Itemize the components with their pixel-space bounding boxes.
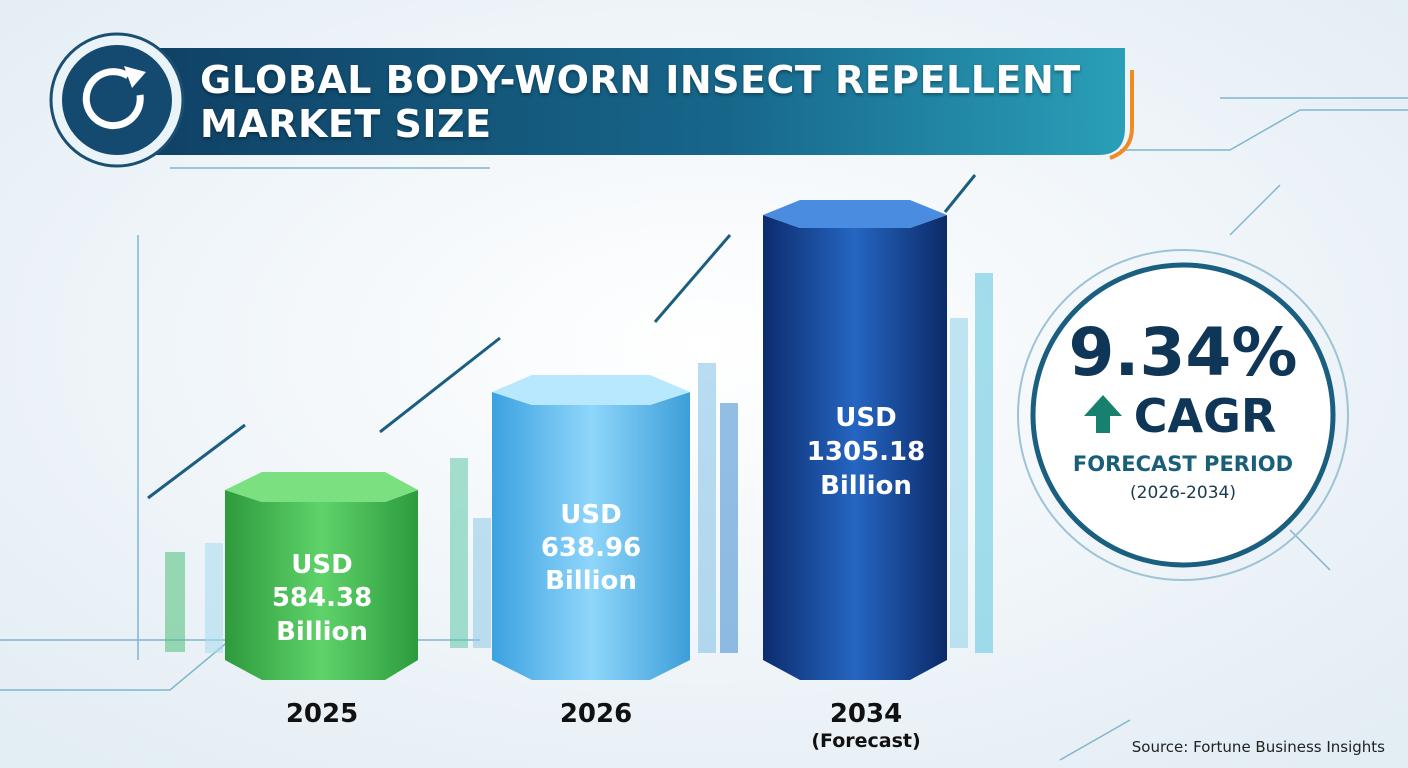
decor-columns: [165, 273, 993, 653]
bar-unit: Billion: [820, 471, 912, 501]
trend-arrows: [147, 174, 977, 500]
bar-2026: [492, 375, 690, 680]
year-note: (Forecast): [811, 730, 920, 752]
bar-labels: USD 584.38 Billion USD 638.96 Billion US…: [272, 403, 925, 647]
bar-2034: [763, 200, 947, 680]
cagr-circle: [1030, 262, 1336, 568]
cagr-outer-ring: [1017, 249, 1349, 581]
bar-value: 638.96: [541, 533, 641, 563]
bar-unit: Billion: [276, 617, 368, 647]
source: Source: Fortune Business Insights: [1132, 738, 1385, 756]
banner-accent: [1109, 70, 1134, 160]
bar-value: 1305.18: [807, 437, 925, 467]
year-label: 2034: [830, 699, 902, 729]
refresh-arrowhead: [124, 66, 146, 88]
year-labels: 2025 2026 2034 (Forecast): [286, 699, 921, 752]
forecast-title: FORECAST PERIOD: [1073, 452, 1293, 476]
bar-2025: [225, 472, 418, 680]
refresh-icon: [82, 68, 144, 130]
cagr-value: 9.34%: [1069, 314, 1298, 391]
icon-disc: [62, 45, 172, 155]
cagr-label: CAGR: [1134, 389, 1277, 443]
bar-unit: Billion: [545, 566, 637, 596]
bar-prefix: USD: [560, 500, 621, 530]
up-arrow: [1084, 395, 1122, 433]
bar-prefix: USD: [835, 403, 896, 433]
year-label: 2026: [560, 699, 632, 729]
forecast-period: (2026-2034): [1130, 483, 1236, 503]
title-banner: [120, 48, 1125, 155]
bar-value: 584.38: [272, 583, 372, 613]
bar-prefix: USD: [291, 550, 352, 580]
year-label: 2025: [286, 699, 358, 729]
title: GLOBAL BODY-WORN INSECT REPELLENT MARKET…: [200, 58, 1081, 146]
